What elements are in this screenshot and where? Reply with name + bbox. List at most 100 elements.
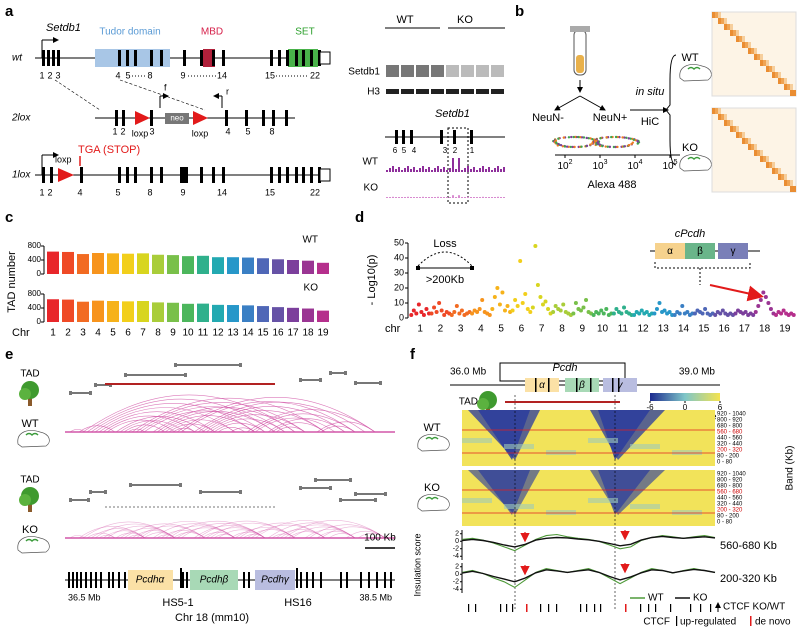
shape <box>278 167 281 183</box>
y-tick-label: 0 <box>399 312 404 322</box>
label: 1 <box>39 70 44 80</box>
point <box>677 311 682 316</box>
contact-arc <box>242 533 266 539</box>
contact-arc <box>119 528 176 539</box>
label: SET <box>295 27 314 38</box>
shape <box>212 50 215 66</box>
contact-arc <box>156 534 176 539</box>
contact-arc <box>271 422 326 433</box>
contact-arc <box>172 532 206 539</box>
shape <box>384 572 386 588</box>
shape <box>69 498 72 502</box>
shape <box>504 444 534 449</box>
shape <box>710 604 712 612</box>
shape <box>179 483 182 487</box>
shape <box>467 196 469 198</box>
shape <box>404 197 406 198</box>
label: 22 <box>310 187 320 197</box>
label: f <box>164 82 167 92</box>
cell-dot <box>636 142 639 145</box>
label: KO <box>364 183 379 194</box>
label: 1 <box>39 187 44 197</box>
shape <box>727 120 733 126</box>
shape <box>548 378 550 392</box>
shape <box>180 568 182 588</box>
label: Loss <box>433 238 457 250</box>
cell-dot <box>589 143 592 146</box>
shape <box>769 162 775 168</box>
series-label: KO <box>304 283 319 294</box>
shape <box>787 84 793 90</box>
bar <box>62 299 74 322</box>
shape <box>781 174 787 180</box>
cell-dot <box>585 144 589 148</box>
shape <box>437 196 439 198</box>
shape <box>199 490 202 494</box>
band-label: 920 - 1040 <box>717 472 746 478</box>
shape <box>586 604 588 612</box>
label: 8 <box>147 187 152 197</box>
x-tick-label: 3 <box>80 328 86 339</box>
contact-arc <box>271 533 296 539</box>
shape <box>556 604 558 612</box>
contact-arc <box>164 419 236 433</box>
shape <box>407 196 409 198</box>
shape <box>503 197 505 198</box>
label: 2 <box>47 187 52 197</box>
brace <box>665 54 677 166</box>
x-tick-label: 8 <box>155 328 161 339</box>
tree-icon <box>19 388 31 400</box>
shape <box>200 167 203 183</box>
shape <box>446 89 459 94</box>
point <box>700 311 705 316</box>
x-tick-label: 18 <box>759 324 771 335</box>
point <box>662 308 667 313</box>
label: TGA (STOP) <box>78 144 140 156</box>
cell-dot <box>562 136 566 139</box>
label: 200-320 Kb <box>720 573 777 585</box>
shape <box>401 65 414 77</box>
legend-label: KO <box>693 593 708 604</box>
point <box>743 310 748 314</box>
shape <box>462 498 492 503</box>
x-tick-label: 14 <box>242 328 254 339</box>
point <box>553 304 558 308</box>
point <box>713 313 718 317</box>
contact-arc <box>127 534 146 539</box>
label: loxp <box>55 154 72 164</box>
cell-dot <box>623 145 627 148</box>
shape <box>452 195 454 198</box>
contact-arc <box>197 520 296 539</box>
shape <box>413 167 415 172</box>
x-tick-label: 3 <box>458 324 464 335</box>
shape <box>594 604 596 612</box>
x-tick-label: 10 <box>182 328 194 339</box>
shape <box>302 167 305 183</box>
label: 5 <box>245 126 250 136</box>
point <box>632 313 637 317</box>
label: 4 <box>225 126 230 136</box>
label: 38.5 Mb <box>359 592 392 602</box>
x-tick-label: 4 <box>478 324 484 335</box>
bracket <box>654 262 751 285</box>
point <box>477 307 482 311</box>
contact-arc <box>320 526 386 539</box>
label: 2 <box>120 126 125 136</box>
legend-label: WT <box>648 593 664 604</box>
label: 1 <box>112 126 117 136</box>
x-tick-label: 104 <box>627 159 642 172</box>
cell-dot <box>565 145 569 148</box>
shape <box>295 167 298 183</box>
shape <box>28 396 32 406</box>
shape <box>126 167 129 183</box>
point <box>409 313 414 317</box>
shape <box>248 572 250 588</box>
shape <box>503 167 505 172</box>
shape <box>128 570 173 590</box>
profile-line <box>461 535 716 548</box>
panel-label: a <box>5 3 14 20</box>
contact-arc <box>275 426 306 433</box>
profile-line <box>461 533 716 552</box>
label: neo <box>170 114 184 123</box>
shape <box>126 50 129 66</box>
